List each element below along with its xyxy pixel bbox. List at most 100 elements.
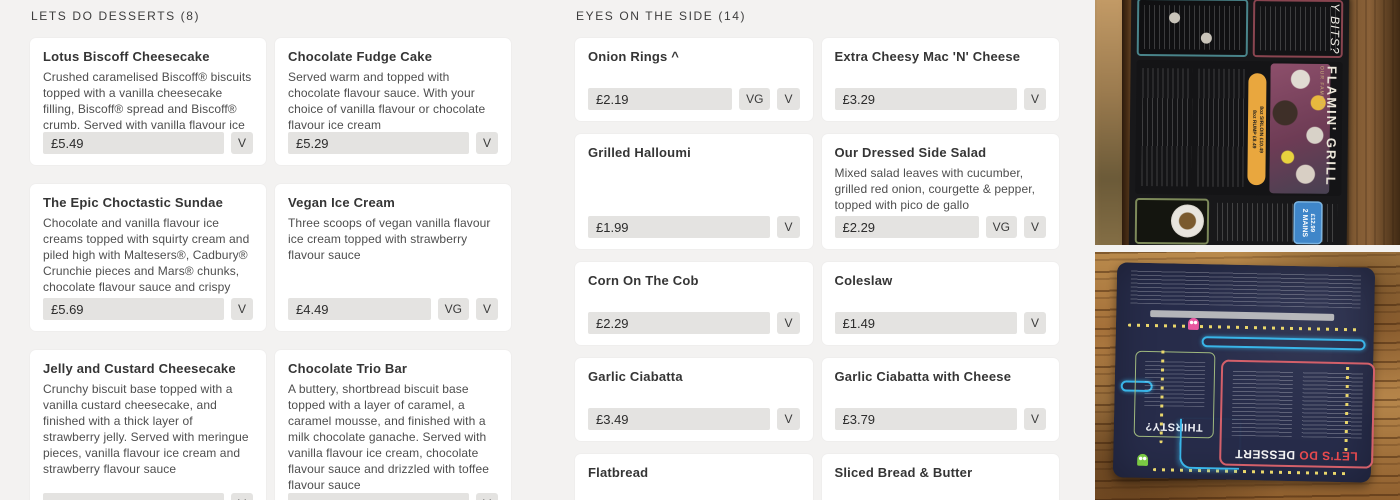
dietary-badges: V — [475, 132, 498, 154]
deal-line: £12.99 — [1308, 213, 1316, 232]
dietary-badge-v[interactable]: V — [475, 298, 498, 320]
item-name: Flatbread — [588, 465, 649, 480]
price-input[interactable] — [288, 132, 469, 154]
flamin-grill-heading: FLAMIN' GRILL — [1323, 65, 1340, 187]
price-row: V — [834, 312, 1046, 334]
menu-item-card: Extra Cheesy Mac 'N' Cheese V — [821, 38, 1059, 121]
desserts-card-grid: Lotus Biscoff Cheesecake Crushed caramel… — [30, 38, 511, 500]
deal-line: 2 MAINS — [1300, 208, 1309, 237]
dietary-badge-v[interactable]: V — [777, 312, 800, 334]
menu-item-card: Coleslaw V — [821, 262, 1059, 345]
dietary-badge-v[interactable]: V — [777, 88, 800, 110]
price-input[interactable] — [834, 312, 1017, 334]
classics-text-block: 2 MAINS £12.99 — [1213, 199, 1341, 245]
price-input[interactable] — [834, 216, 979, 238]
section-title-desserts: LETS DO DESSERTS (8) — [31, 9, 201, 23]
dietary-badge-v[interactable]: V — [475, 132, 498, 154]
dietary-badges: V — [230, 298, 253, 320]
item-name: Chocolate Fudge Cake — [288, 49, 433, 64]
dietary-badge-v[interactable]: V — [1023, 408, 1046, 430]
dietary-badge-v[interactable]: V — [230, 132, 253, 154]
price-row: V — [588, 216, 800, 238]
menu-grill-band: 8oz RUMP £8.49 8oz SIRLOIN £10.49 OUR FA… — [1135, 59, 1343, 197]
fine-print-texture — [1143, 5, 1242, 51]
dietary-badge-v[interactable]: V — [777, 408, 800, 430]
dietary-badges: VG V — [739, 88, 800, 110]
lets-do-dessert-heading: LET'S DO DESSERT — [1221, 447, 1371, 464]
price-row: V — [834, 408, 1046, 430]
menu-photos-panel: Y BITS? 8oz RUMP £8.49 8oz SIRLOIN £10.4… — [1095, 0, 1400, 500]
maroon-section-box: Y BITS? — [1252, 0, 1344, 59]
menu-item-card: Sliced Bread & Butter — [821, 454, 1059, 500]
fine-print-texture — [1259, 6, 1337, 52]
menu-photo-dessert[interactable]: THIRSTY? LET'S DO DESSERT — [1095, 252, 1400, 500]
menu-item-card: Our Dressed Side Salad Mixed salad leave… — [821, 134, 1059, 249]
menu-item-card: The Epic Choctastic Sundae Chocolate and… — [30, 184, 266, 331]
item-name: Vegan Ice Cream — [288, 195, 396, 210]
dietary-badge-vg[interactable]: VG — [739, 88, 771, 110]
price-input[interactable] — [588, 216, 771, 238]
pacman-menu-sheet: THIRSTY? LET'S DO DESSERT — [1112, 262, 1376, 483]
price-input[interactable] — [288, 298, 431, 320]
menu-bottom-band: 2 MAINS £12.99 — [1134, 197, 1341, 245]
dietary-badge-v[interactable]: V — [230, 298, 253, 320]
price-input[interactable] — [43, 493, 224, 500]
price-input[interactable] — [834, 408, 1017, 430]
allergen-paragraph-texture — [1130, 269, 1362, 309]
price-input[interactable] — [288, 493, 469, 500]
menu-item-card: Corn On The Cob V — [575, 262, 813, 345]
dietary-badge-vg[interactable]: VG — [437, 298, 469, 320]
dietary-badges: V — [230, 493, 253, 500]
price-row: V — [834, 88, 1046, 110]
item-name: Jelly and Custard Cheesecake — [43, 361, 236, 376]
price-input[interactable] — [588, 408, 771, 430]
price-input[interactable] — [588, 312, 771, 334]
two-mains-deal-badge: 2 MAINS £12.99 — [1294, 202, 1322, 243]
price-input[interactable] — [43, 298, 224, 320]
dietary-badge-v[interactable]: V — [1023, 88, 1046, 110]
item-name: Garlic Ciabatta — [588, 369, 683, 384]
item-name: The Epic Choctastic Sundae — [43, 195, 224, 210]
price-row: V — [43, 493, 253, 500]
table-edge — [1122, 0, 1131, 245]
teal-section-box — [1136, 0, 1249, 58]
menu-item-card: Chocolate Trio Bar A buttery, shortbread… — [275, 350, 511, 500]
dietary-badge-v[interactable]: V — [1023, 312, 1046, 334]
dietary-badges: V — [777, 312, 800, 334]
price-input[interactable] — [588, 88, 733, 110]
dietary-badges: V — [230, 132, 253, 154]
dietary-badges: V — [1023, 88, 1046, 110]
fine-print-texture — [1144, 359, 1206, 408]
item-name: Onion Rings ^ — [588, 49, 680, 64]
section-title-sides: EYES ON THE SIDE (14) — [576, 9, 747, 23]
dietary-badge-v[interactable]: V — [475, 493, 498, 500]
dietary-badge-v[interactable]: V — [1023, 216, 1046, 238]
banner-strip — [1150, 310, 1335, 321]
maze-corner — [1178, 418, 1241, 470]
dietary-badge-vg[interactable]: VG — [985, 216, 1017, 238]
item-name: Garlic Ciabatta with Cheese — [834, 369, 1012, 384]
menu-item-card: Garlic Ciabatta V — [575, 358, 813, 441]
olive-section-box — [1134, 197, 1210, 245]
menu-photo-grill[interactable]: Y BITS? 8oz RUMP £8.49 8oz SIRLOIN £10.4… — [1095, 0, 1400, 245]
price-row: VG V — [588, 88, 800, 110]
item-name: Extra Cheesy Mac 'N' Cheese — [834, 49, 1021, 64]
price-row: V — [288, 493, 498, 500]
steak-price-line: 8oz SIRLOIN £10.49 — [1257, 105, 1265, 153]
item-name: Corn On The Cob — [588, 273, 699, 288]
item-description: Served warm and topped with chocolate fl… — [288, 70, 486, 132]
price-row: V — [588, 408, 800, 430]
dietary-badge-v[interactable]: V — [777, 216, 800, 238]
price-input[interactable] — [834, 88, 1017, 110]
price-input[interactable] — [43, 132, 224, 154]
menu-item-card: Lotus Biscoff Cheesecake Crushed caramel… — [30, 38, 266, 165]
menu-item-card: Vegan Ice Cream Three scoops of vegan va… — [275, 184, 511, 331]
pellet-dots-row — [1127, 323, 1362, 332]
dietary-badge-v[interactable]: V — [230, 493, 253, 500]
dessert-heading-white: DESSERT — [1234, 446, 1296, 463]
green-ghost-icon — [1137, 453, 1149, 467]
dietary-badges: V — [1023, 408, 1046, 430]
maze-wall — [1201, 336, 1366, 351]
menu-item-card: Flatbread — [575, 454, 813, 500]
